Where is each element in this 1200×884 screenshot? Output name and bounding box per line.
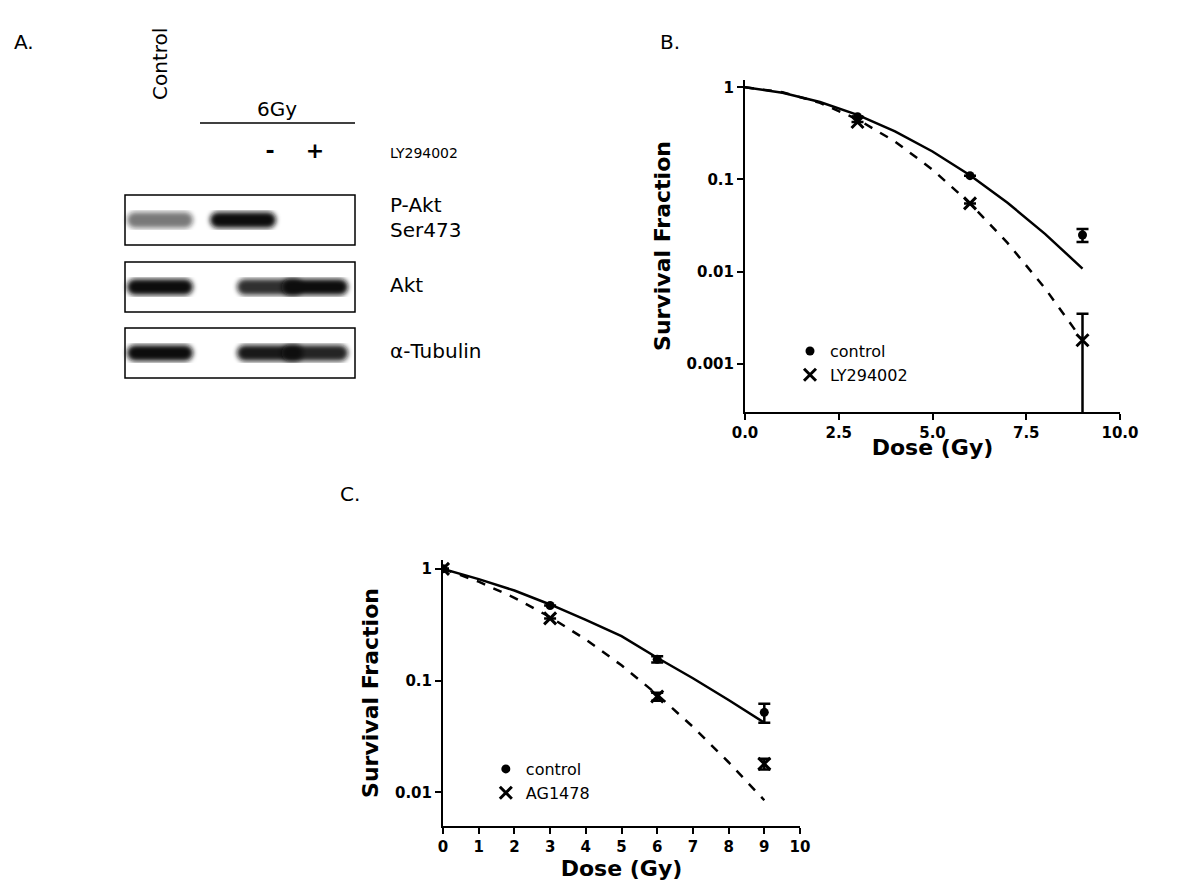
svg-text:0.01: 0.01 xyxy=(395,784,432,802)
svg-text:α-Tubulin: α-Tubulin xyxy=(390,339,481,363)
svg-text:control: control xyxy=(526,760,581,779)
html-text:C.: C. xyxy=(340,482,361,506)
svg-text:2: 2 xyxy=(509,838,519,856)
svg-text:0: 0 xyxy=(438,838,448,856)
svg-text:Survival Fraction: Survival Fraction xyxy=(358,588,383,798)
svg-text:0.1: 0.1 xyxy=(707,171,734,189)
svg-text:Control: Control xyxy=(148,28,172,100)
svg-text:6: 6 xyxy=(652,838,662,856)
svg-text:0.0: 0.0 xyxy=(732,424,759,442)
svg-text:Akt: Akt xyxy=(390,273,423,297)
svg-text:1: 1 xyxy=(724,79,734,97)
svg-text:6Gy: 6Gy xyxy=(257,97,297,121)
svg-text:2.5: 2.5 xyxy=(825,424,852,442)
svg-text:10: 10 xyxy=(790,838,811,856)
svg-text:LY294002: LY294002 xyxy=(390,145,458,161)
svg-text:1: 1 xyxy=(422,560,432,578)
svg-text:Dose (Gy): Dose (Gy) xyxy=(561,856,683,881)
svg-text:1: 1 xyxy=(473,838,483,856)
svg-text:7.5: 7.5 xyxy=(1013,424,1040,442)
svg-text:8: 8 xyxy=(723,838,733,856)
svg-text:7: 7 xyxy=(688,838,698,856)
svg-text:5: 5 xyxy=(616,838,626,856)
svg-text:5.0: 5.0 xyxy=(919,424,946,442)
svg-text:0.1: 0.1 xyxy=(405,672,432,690)
svg-text:control: control xyxy=(830,342,885,361)
svg-text:Dose (Gy): Dose (Gy) xyxy=(872,435,994,460)
svg-text:-: - xyxy=(265,138,274,163)
svg-text:AG1478: AG1478 xyxy=(526,784,590,803)
svg-text:10.0: 10.0 xyxy=(1101,424,1138,442)
svg-text:4: 4 xyxy=(581,838,591,856)
svg-text:+: + xyxy=(306,138,324,163)
svg-text:P-Akt: P-Akt xyxy=(390,193,442,217)
svg-text:0.001: 0.001 xyxy=(687,355,734,373)
svg-text:9: 9 xyxy=(759,838,769,856)
svg-text:3: 3 xyxy=(545,838,555,856)
svg-text:Survival Fraction: Survival Fraction xyxy=(650,141,675,351)
html-text:A.: A. xyxy=(14,30,34,54)
svg-text:Ser473: Ser473 xyxy=(390,218,461,242)
svg-text:0.01: 0.01 xyxy=(697,263,734,281)
svg-text:LY294002: LY294002 xyxy=(830,366,908,385)
html-text:B.: B. xyxy=(660,30,681,54)
